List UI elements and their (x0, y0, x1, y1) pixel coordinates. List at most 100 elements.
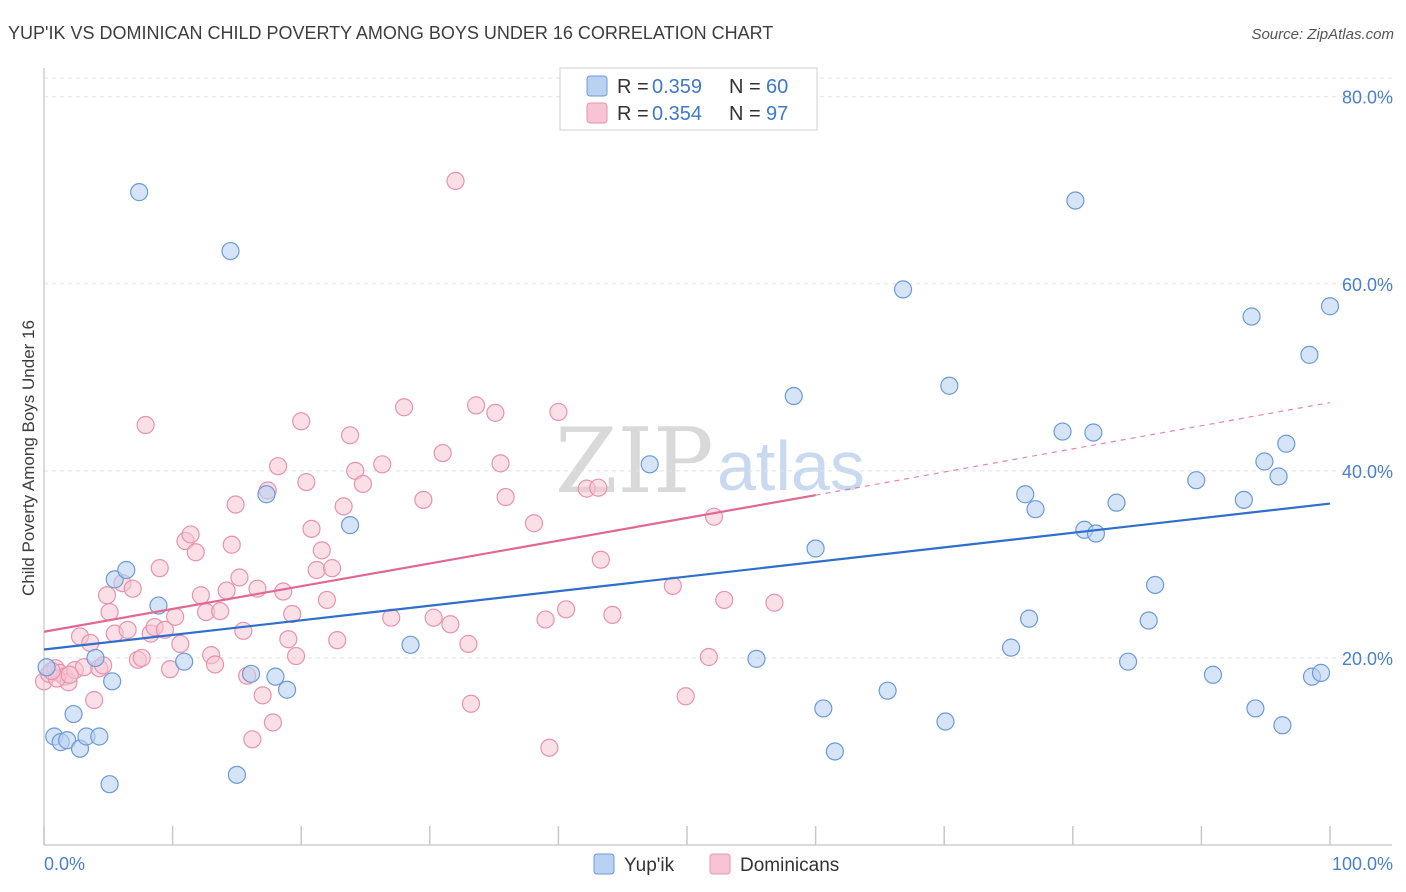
bottom-legend-swatch-dominican (709, 853, 731, 875)
yupik-point-54 (1273, 716, 1292, 735)
dominican-trend-extension (815, 401, 1331, 496)
legend-yupik-r-label: R = (617, 76, 649, 98)
dominican-point-48 (268, 457, 288, 476)
dominican-point-92 (715, 590, 734, 610)
yupik-point-38 (1053, 422, 1072, 441)
dominican-point-60 (328, 631, 347, 650)
chart-title: YUP'IK VS DOMINICAN CHILD POVERTY AMONG … (8, 23, 773, 43)
yupik-point-22 (340, 516, 360, 535)
dominican-point-90 (699, 647, 718, 667)
yupik-point-44 (1118, 652, 1138, 671)
dominican-point-81 (540, 738, 559, 757)
dominican-point-21 (136, 415, 155, 435)
dominican-point-31 (186, 543, 205, 562)
yupik-point-32 (936, 712, 955, 731)
dominican-point-41 (234, 621, 253, 640)
yupik-point-59 (1320, 297, 1340, 316)
dominican-point-71 (441, 615, 460, 634)
yupik-point-37 (1026, 500, 1045, 519)
dominican-point-39 (226, 495, 245, 514)
yupik-point-9 (100, 775, 119, 794)
axes (43, 68, 1392, 846)
dominican-point-83 (557, 600, 576, 619)
dominican-point-51 (283, 604, 302, 624)
yupik-point-27 (806, 539, 825, 558)
dominican-point-88 (663, 576, 682, 596)
dominican-point-24 (150, 559, 169, 578)
dominican-point-64 (353, 474, 373, 494)
legend-box: R = 0.359 N = 60 R = 0.354 N = 97 (559, 67, 818, 131)
dominican-point-45 (253, 686, 272, 705)
grid-lines (44, 77, 1392, 659)
dominican-point-93 (765, 593, 784, 612)
dominican-point-85 (589, 478, 608, 497)
dominican-point-26 (160, 660, 180, 679)
yupik-point-8 (90, 727, 109, 746)
yupik-point-4 (64, 704, 83, 724)
yupik-point-26 (784, 386, 803, 406)
yupik-point-28 (814, 699, 833, 718)
yupik-point-12 (117, 560, 136, 580)
yupik-point-17 (227, 765, 246, 784)
dominican-point-78 (496, 487, 515, 507)
watermark-zip: ZIP (555, 409, 714, 514)
legend-dominican-r-value: 0.354 (652, 103, 702, 125)
dominican-point-86 (591, 550, 610, 569)
y-tick-label-2: 60.0% (1342, 275, 1393, 295)
dominican-point-55 (302, 519, 321, 538)
dominican-point-57 (312, 541, 331, 560)
dominican-point-95 (60, 665, 79, 684)
dominican-point-79 (524, 514, 544, 533)
bottom-legend: Yup'ik Dominicans (593, 853, 839, 876)
dominican-point-28 (171, 634, 190, 653)
dominican-point-54 (297, 472, 316, 492)
dominican-point-89 (676, 687, 695, 706)
dominican-point-37 (217, 581, 236, 600)
dominican-point-36 (211, 602, 230, 621)
yupik-trend-line (43, 502, 1331, 651)
dominican-point-67 (394, 398, 414, 417)
x-tick-label-1: 100.0% (1332, 854, 1393, 874)
dominican-point-80 (536, 610, 555, 629)
dominican-point-30 (181, 525, 200, 544)
dominican-point-10 (85, 690, 104, 710)
bottom-legend-swatch-yupik (593, 853, 615, 875)
yupik-point-18 (241, 664, 261, 683)
y-axis-label: Child Poverty Among Boys Under 16 (19, 320, 38, 596)
dominican-point-69 (424, 608, 443, 627)
yupik-point-30 (878, 681, 897, 700)
yupik-point-56 (1300, 345, 1319, 364)
dominican-point-56 (307, 560, 326, 580)
watermark-atlas: atlas (717, 427, 865, 505)
yupik-point-41 (1084, 423, 1103, 442)
trend-lines (43, 401, 1331, 651)
yupik-point-39 (1066, 191, 1085, 210)
yupik-point-21 (277, 680, 297, 699)
yupik-point-3 (58, 731, 77, 750)
bottom-legend-yupik: Yup'ik (624, 855, 675, 876)
dominican-point-82 (549, 402, 568, 422)
dominican-point-53 (292, 412, 311, 431)
yupik-point-13 (130, 183, 149, 202)
dominican-point-52 (286, 646, 306, 666)
y-tick-label-1: 40.0% (1342, 462, 1393, 482)
dominican-point-20 (132, 648, 151, 668)
dominican-point-68 (414, 490, 433, 509)
yupik-point-52 (1255, 452, 1274, 471)
dominican-point-32 (191, 586, 210, 605)
legend-dominican-r-label: R = (617, 103, 649, 125)
yupik-point-0 (37, 658, 56, 677)
yupik-point-31 (893, 280, 913, 299)
yupik-point-10 (103, 672, 122, 691)
yupik-point-50 (1242, 307, 1261, 326)
yupik-point-36 (1019, 609, 1039, 628)
yupik-point-48 (1203, 665, 1223, 684)
dominican-trend-line (43, 494, 816, 633)
dominican-point-43 (243, 730, 262, 749)
dominican-point-50 (279, 630, 298, 649)
yupik-point-45 (1139, 611, 1158, 630)
source-label: Source: ZipAtlas.com (1251, 26, 1394, 43)
yupik-point-25 (747, 649, 766, 668)
yupik-point-19 (257, 485, 276, 504)
dominican-point-59 (322, 559, 342, 578)
